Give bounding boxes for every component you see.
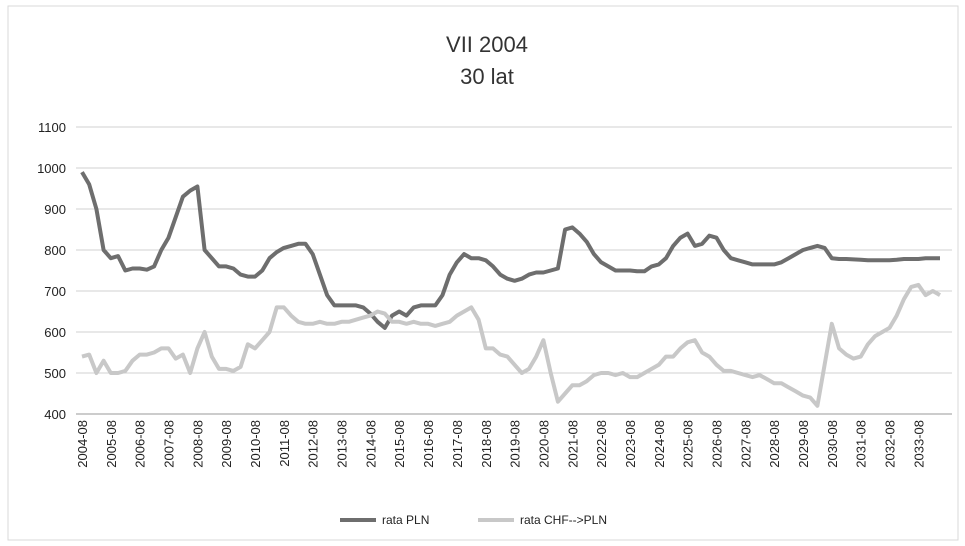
x-tick-label: 2032-08: [883, 420, 898, 468]
x-tick-label: 2012-08: [306, 420, 321, 468]
x-tick-label: 2027-08: [738, 420, 753, 468]
x-tick-label: 2023-08: [623, 420, 638, 468]
x-tick-label: 2005-08: [104, 420, 119, 468]
y-tick-label: 600: [44, 325, 66, 340]
x-tick-label: 2019-08: [508, 420, 523, 468]
x-tick-label: 2011-08: [277, 420, 292, 467]
x-tick-label: 2021-08: [565, 420, 580, 468]
x-tick-label: 2008-08: [190, 420, 205, 468]
x-tick-label: 2029-08: [796, 420, 811, 468]
y-tick-label: 500: [44, 366, 66, 381]
x-tick-label: 2016-08: [421, 420, 436, 468]
y-tick-label: 700: [44, 284, 66, 299]
y-tick-label: 1000: [37, 161, 66, 176]
x-tick-label: 2009-08: [219, 420, 234, 468]
legend-label: rata CHF-->PLN: [520, 513, 607, 527]
x-tick-label: 2031-08: [854, 420, 869, 468]
series-line: [80, 171, 940, 330]
x-tick-label: 2018-08: [479, 420, 494, 468]
x-tick-label: 2024-08: [652, 420, 667, 468]
x-tick-label: 2004-08: [75, 420, 90, 468]
legend-label: rata PLN: [382, 513, 429, 527]
chart-subtitle: 30 lat: [460, 64, 514, 89]
x-tick-label: 2010-08: [248, 420, 263, 468]
series-line: [81, 282, 941, 408]
x-tick-label: 2025-08: [681, 420, 696, 468]
x-tick-label: 2026-08: [709, 420, 724, 468]
y-tick-label: 1100: [38, 120, 66, 135]
x-tick-label: 2017-08: [450, 420, 465, 468]
x-tick-label: 2015-08: [392, 420, 407, 468]
x-tick-label: 2013-08: [335, 420, 350, 468]
x-tick-label: 2033-08: [911, 420, 926, 468]
x-tick-label: 2007-08: [162, 420, 177, 468]
x-tick-label: 2028-08: [767, 420, 782, 468]
chart-frame: [7, 5, 959, 541]
x-tick-label: 2020-08: [536, 420, 551, 468]
y-tick-label: 800: [44, 243, 66, 258]
x-tick-label: 2006-08: [133, 420, 148, 468]
y-tick-label: 900: [44, 202, 66, 217]
y-tick-label: 400: [44, 407, 66, 422]
x-tick-label: 2022-08: [594, 420, 609, 468]
chart-title: VII 2004: [446, 32, 528, 57]
x-tick-label: 2014-08: [363, 420, 378, 468]
x-tick-label: 2030-08: [825, 420, 840, 468]
